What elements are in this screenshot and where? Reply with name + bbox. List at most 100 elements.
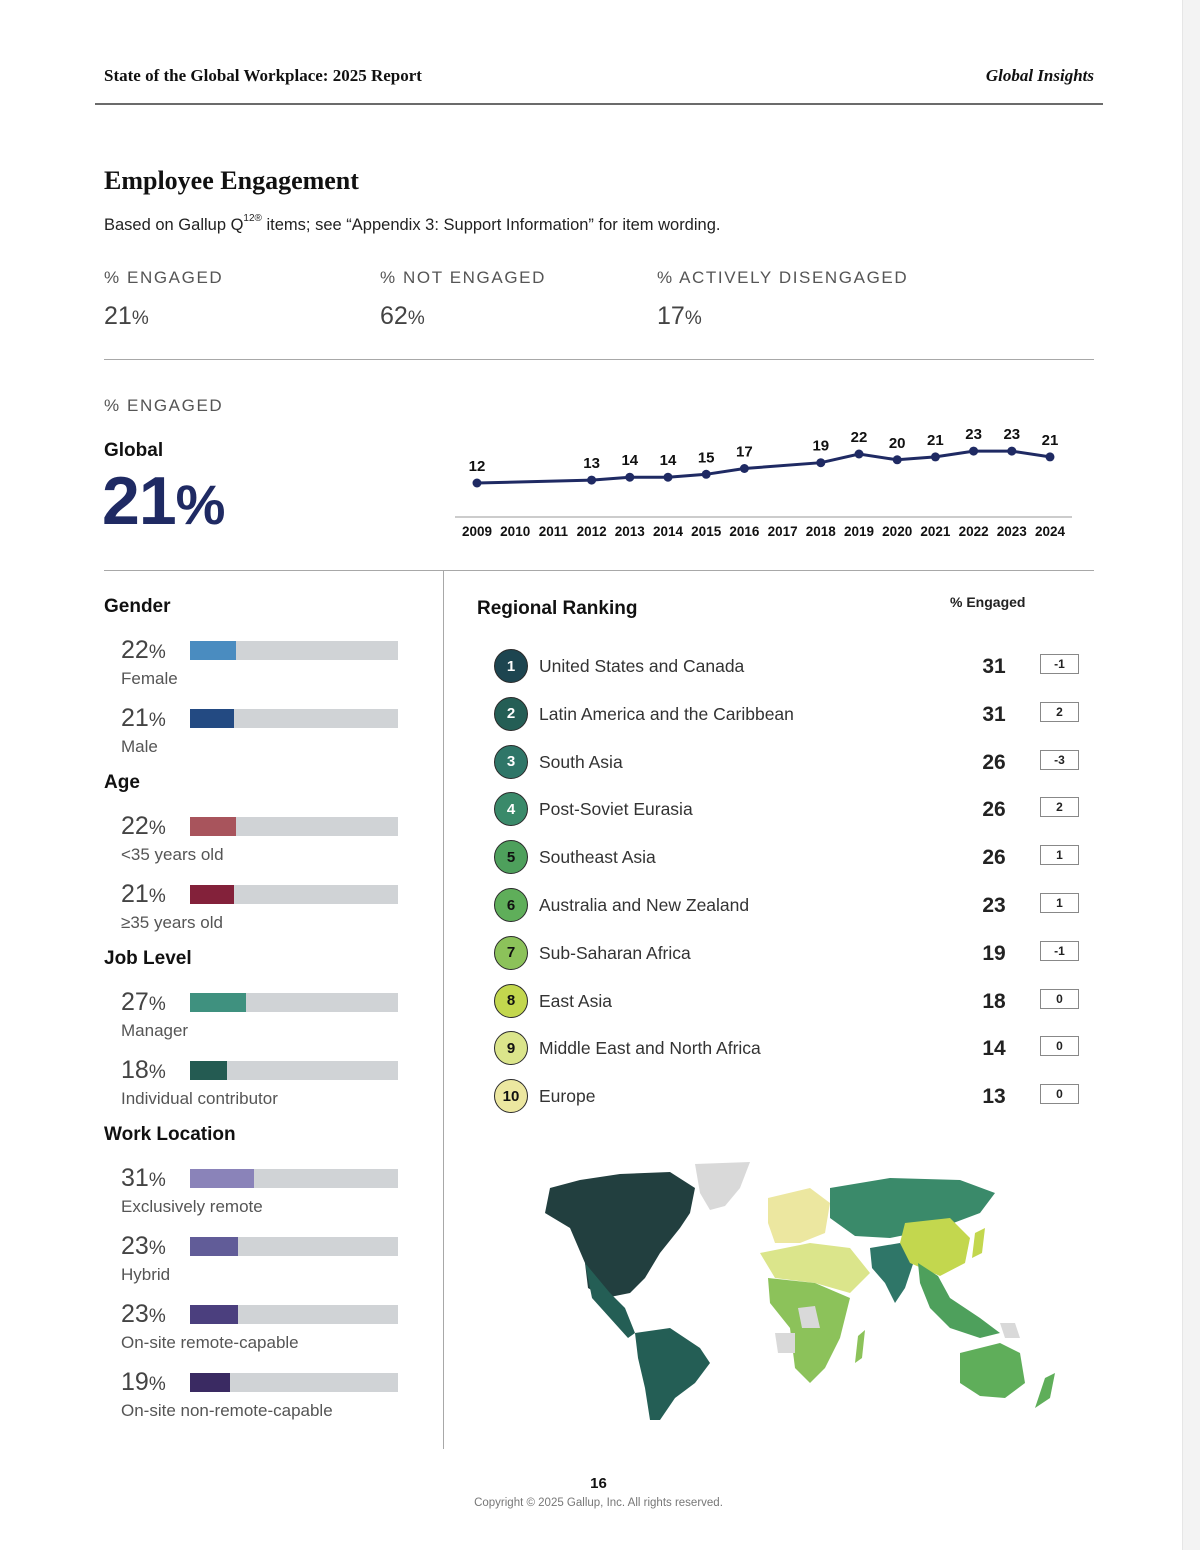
demographic-bar-fill bbox=[190, 1373, 230, 1392]
demographic-bar-track bbox=[190, 993, 398, 1012]
demographic-bar-track bbox=[190, 885, 398, 904]
kpi-number: 62 bbox=[380, 302, 408, 330]
kpi-label: % NOT ENGAGED bbox=[380, 268, 546, 287]
trend-point bbox=[892, 455, 902, 465]
demographic-unit: % bbox=[148, 710, 166, 731]
world-map bbox=[510, 1158, 1070, 1428]
ranking-row: 5 Southeast Asia 26 1 bbox=[494, 840, 1084, 876]
x-tick-label: 2014 bbox=[653, 524, 684, 539]
trend-value-label: 13 bbox=[583, 455, 600, 472]
trend-point bbox=[1007, 446, 1017, 456]
demographic-number: 21 bbox=[121, 880, 149, 908]
demographic-value: 18% bbox=[121, 1056, 166, 1085]
rank-change-box: -1 bbox=[1040, 940, 1079, 961]
demographic-unit: % bbox=[148, 818, 166, 839]
demographic-bar-fill bbox=[190, 993, 247, 1012]
region-engaged-value: 31 bbox=[982, 655, 1006, 678]
demographic-bar-track bbox=[190, 1169, 398, 1188]
x-tick-label: 2023 bbox=[997, 524, 1028, 539]
rank-badge: 4 bbox=[494, 792, 528, 827]
ranking-row: 9 Middle East and North Africa 14 0 bbox=[494, 1031, 1084, 1067]
trend-point bbox=[739, 464, 749, 473]
demographic-group-title: Gender bbox=[104, 596, 171, 617]
demographic-bar-fill bbox=[190, 1237, 238, 1256]
region-engaged-value: 26 bbox=[982, 750, 1006, 774]
demographic-label: On-site non-remote-capable bbox=[121, 1401, 333, 1420]
demographic-bar-track bbox=[190, 1237, 398, 1256]
x-tick-label: 2015 bbox=[691, 524, 722, 539]
demographic-unit: % bbox=[148, 1306, 166, 1327]
demographic-number: 23 bbox=[121, 1300, 149, 1328]
demographic-number: 21 bbox=[121, 704, 149, 732]
ranking-row: 10 Europe 13 0 bbox=[494, 1079, 1084, 1115]
rank-change-box: 2 bbox=[1040, 797, 1079, 818]
ranking-row: 1 United States and Canada 31 -1 bbox=[494, 649, 1084, 685]
demographic-group-title: Age bbox=[104, 772, 140, 793]
demographic-value: 19% bbox=[121, 1368, 166, 1397]
trend-point bbox=[1045, 452, 1055, 462]
trend-point bbox=[701, 469, 711, 479]
rank-change-box: -1 bbox=[1040, 654, 1079, 674]
x-tick-label: 2021 bbox=[920, 524, 951, 539]
demographic-number: 18 bbox=[121, 1056, 149, 1084]
demographic-label: Female bbox=[121, 669, 178, 688]
demographic-label: Individual contributor bbox=[121, 1089, 278, 1108]
demographic-group-title: Job Level bbox=[104, 948, 192, 969]
ranking-row: 7 Sub-Saharan Africa 19 -1 bbox=[494, 935, 1084, 972]
demographic-unit: % bbox=[148, 1062, 166, 1083]
demographic-number: 31 bbox=[121, 1164, 149, 1192]
demographic-bar-fill bbox=[190, 1061, 228, 1080]
trend-point bbox=[816, 458, 826, 468]
global-number: 21 bbox=[102, 463, 177, 539]
demographic-bar-fill bbox=[190, 1305, 238, 1324]
demographic-row: 18% Individual contributor bbox=[121, 1042, 404, 1110]
demographic-unit: % bbox=[148, 1238, 166, 1259]
region-engaged-value: 23 bbox=[982, 894, 1006, 917]
trend-value-label: 21 bbox=[927, 432, 944, 449]
demographic-row: 31% Exclusively remote bbox=[121, 1150, 404, 1218]
demographic-group-work-location: Work Location 31% Exclusively remote 23% Hyb… bbox=[104, 1124, 404, 1422]
demographic-value: 31% bbox=[121, 1164, 166, 1193]
global-section-label: % ENGAGED bbox=[104, 396, 224, 415]
trend-value-label: 17 bbox=[736, 444, 753, 461]
column-divider bbox=[443, 571, 444, 1449]
demographic-number: 22 bbox=[121, 812, 149, 840]
demographic-bar-track bbox=[190, 709, 398, 728]
rank-badge: 2 bbox=[494, 696, 528, 731]
rank-change-box: 1 bbox=[1040, 845, 1079, 866]
region-name: Latin America and the Caribbean bbox=[539, 703, 794, 724]
page-header: State of the Global Workplace: 2025 Repo… bbox=[95, 62, 1103, 105]
kpi-number: 21 bbox=[104, 302, 132, 330]
rank-badge: 1 bbox=[494, 649, 528, 683]
region-engaged-value: 18 bbox=[982, 989, 1006, 1013]
region-engaged-value: 19 bbox=[982, 941, 1006, 965]
ranking-row: 8 East Asia 18 0 bbox=[494, 983, 1084, 1020]
demographic-bar-fill bbox=[190, 885, 234, 904]
demographic-label: Male bbox=[121, 737, 158, 756]
trend-value-label: 20 bbox=[889, 435, 906, 452]
kpi-unit: % bbox=[684, 308, 702, 329]
demographic-label: ≥35 years old bbox=[121, 913, 223, 932]
demographic-value: 21% bbox=[121, 880, 166, 909]
region-engaged-value: 13 bbox=[982, 1085, 1006, 1109]
rank-badge: 6 bbox=[494, 888, 528, 922]
kpi-engaged: % ENGAGED 21% bbox=[104, 268, 223, 331]
region-engaged-value: 26 bbox=[982, 798, 1006, 822]
demographics-panel: Gender 22% Female 21% Male Age 22% <35 years ol… bbox=[104, 596, 404, 1436]
demographic-number: 22 bbox=[121, 636, 149, 664]
demographic-bar-track bbox=[190, 641, 398, 660]
engagement-trend-chart: 12 13 14 14 15 17 19 22 20 21 23 23 21 2009 2010 2011 20… bbox=[450, 420, 1090, 550]
demographic-number: 19 bbox=[121, 1368, 149, 1396]
region-name: Europe bbox=[539, 1086, 596, 1107]
kpi-value: 21% bbox=[104, 302, 223, 331]
trend-point bbox=[587, 475, 597, 485]
x-tick-label: 2012 bbox=[577, 524, 607, 539]
subtitle-superscript: 12® bbox=[243, 213, 262, 224]
global-name: Global bbox=[104, 440, 164, 461]
scrollbar-track[interactable] bbox=[1182, 0, 1200, 1550]
rank-change-box: 1 bbox=[1040, 893, 1079, 913]
trend-point bbox=[969, 446, 979, 456]
trend-value-label: 23 bbox=[1003, 426, 1020, 443]
demographic-row: 27% Manager bbox=[121, 974, 404, 1042]
